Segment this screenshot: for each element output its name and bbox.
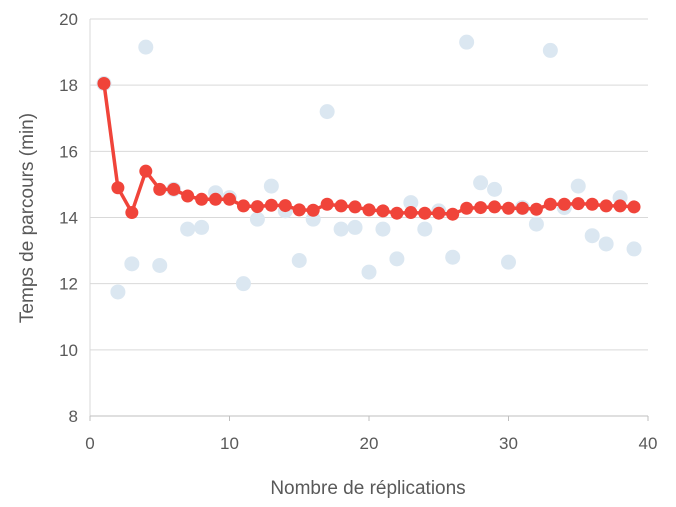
tick-labels: 0 10 20 30 40 8 10 12 14 16 18 20 — [59, 10, 657, 453]
scatter-point — [584, 228, 600, 244]
mean-point — [488, 200, 502, 214]
mean-point — [599, 199, 613, 213]
mean-point — [404, 206, 418, 220]
mean-point — [195, 192, 209, 206]
scatter-point — [473, 175, 489, 191]
y-tick-label-10: 10 — [59, 341, 78, 360]
scatter-point — [459, 34, 475, 50]
mean-point — [557, 197, 571, 211]
scatter-point — [263, 178, 279, 194]
scatter-point — [487, 181, 503, 197]
mean-point — [264, 198, 278, 212]
mean-point — [348, 200, 362, 214]
y-tick-label-12: 12 — [59, 275, 78, 294]
scatter-point — [445, 249, 461, 265]
mean-point — [125, 206, 139, 220]
x-axis-title: Nombre de réplications — [270, 478, 465, 499]
scatter-point — [361, 264, 377, 280]
mean-point — [613, 199, 627, 213]
mean-point — [278, 199, 292, 213]
x-tick-label-0: 0 — [85, 434, 94, 453]
scatter-point — [403, 195, 419, 211]
mean-point — [153, 182, 167, 196]
mean-point — [446, 207, 460, 221]
scatter-series — [96, 34, 642, 300]
mean-point — [209, 192, 223, 206]
mean-point — [585, 197, 599, 211]
y-tick-label-18: 18 — [59, 76, 78, 95]
mean-point — [250, 200, 264, 214]
x-tick-label-20: 20 — [360, 434, 379, 453]
mean-point — [432, 206, 446, 220]
x-tick-label-30: 30 — [499, 434, 518, 453]
scatter-point — [319, 104, 335, 120]
mean-point — [502, 201, 515, 215]
scatter-point — [110, 284, 126, 300]
scatter-point — [542, 42, 558, 58]
mean-point — [474, 201, 488, 215]
x-tick-label-40: 40 — [639, 434, 658, 453]
scatter-point — [375, 221, 391, 237]
scatter-point — [333, 221, 349, 237]
scatter-point — [249, 211, 265, 227]
y-axis-title: Temps de parcours (min) — [17, 113, 38, 323]
mean-point — [139, 164, 153, 178]
mean-point — [111, 181, 125, 195]
scatter-point — [528, 216, 544, 232]
mean-point — [223, 192, 236, 206]
mean-point — [543, 197, 557, 211]
gridlines — [90, 18, 648, 417]
mean-point — [529, 202, 543, 216]
x-tick-label-10: 10 — [220, 434, 239, 453]
scatter-point — [235, 276, 251, 292]
mean-point — [167, 182, 181, 196]
scatter-point — [626, 241, 642, 257]
scatter-point — [347, 219, 363, 235]
y-tick-label-8: 8 — [69, 407, 78, 426]
scatter-point — [180, 221, 196, 237]
mean-point — [515, 201, 529, 215]
scatter-point — [194, 219, 210, 235]
scatter-point — [152, 257, 168, 273]
scatter-point — [417, 221, 433, 237]
scatter-point — [389, 251, 405, 267]
y-tick-label-16: 16 — [59, 142, 78, 161]
mean-point — [627, 200, 641, 214]
mean-point — [460, 201, 474, 215]
scatter-point — [138, 39, 154, 55]
scatter-point — [124, 256, 140, 272]
scatter-point — [598, 236, 614, 252]
mean-point — [306, 203, 320, 217]
y-tick-label-20: 20 — [59, 10, 78, 29]
y-tick-label-14: 14 — [59, 209, 78, 228]
mean-point — [418, 206, 432, 220]
mean-point — [376, 204, 390, 218]
mean-point — [181, 189, 195, 203]
mean-point — [292, 203, 306, 217]
scatter-point — [291, 253, 307, 269]
mean-point — [334, 199, 348, 213]
scatter-point — [570, 178, 586, 194]
scatter-point — [501, 254, 516, 270]
mean-point — [320, 197, 334, 211]
mean-point — [362, 203, 376, 217]
mean-point — [390, 206, 404, 220]
mean-point — [97, 77, 111, 91]
mean-line-series — [97, 77, 641, 221]
axes — [89, 19, 649, 421]
mean-point — [236, 199, 250, 213]
mean-point — [571, 197, 585, 211]
